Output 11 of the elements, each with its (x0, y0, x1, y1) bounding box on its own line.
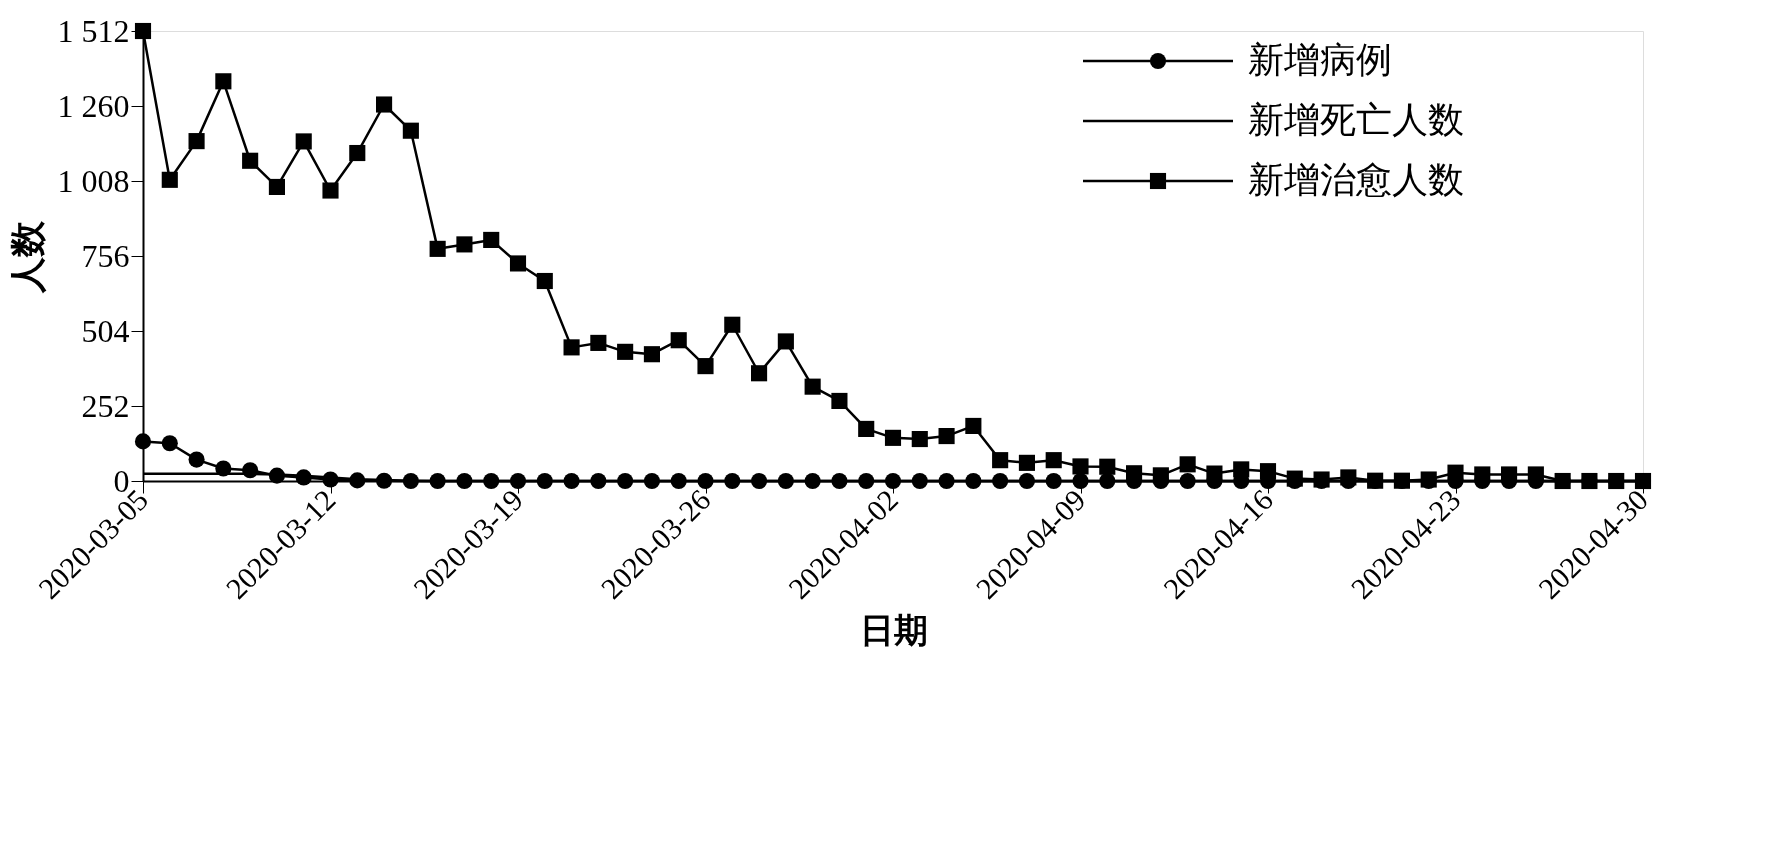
y-tick-label: 756 (81, 237, 130, 274)
x-axis-title: 日期 (859, 612, 928, 650)
y-tick-label: 252 (81, 387, 130, 424)
legend-label: 新增死亡人数 (1248, 100, 1464, 140)
legend-label: 新增病例 (1248, 40, 1392, 80)
y-tick-label: 1 008 (57, 162, 130, 199)
y-tick-label: 1 512 (57, 12, 130, 49)
legend-label: 新增治愈人数 (1248, 160, 1464, 200)
y-tick-label: 504 (81, 312, 130, 349)
y-axis-title: 人数 (7, 219, 48, 294)
y-tick-label: 1 260 (57, 87, 130, 124)
